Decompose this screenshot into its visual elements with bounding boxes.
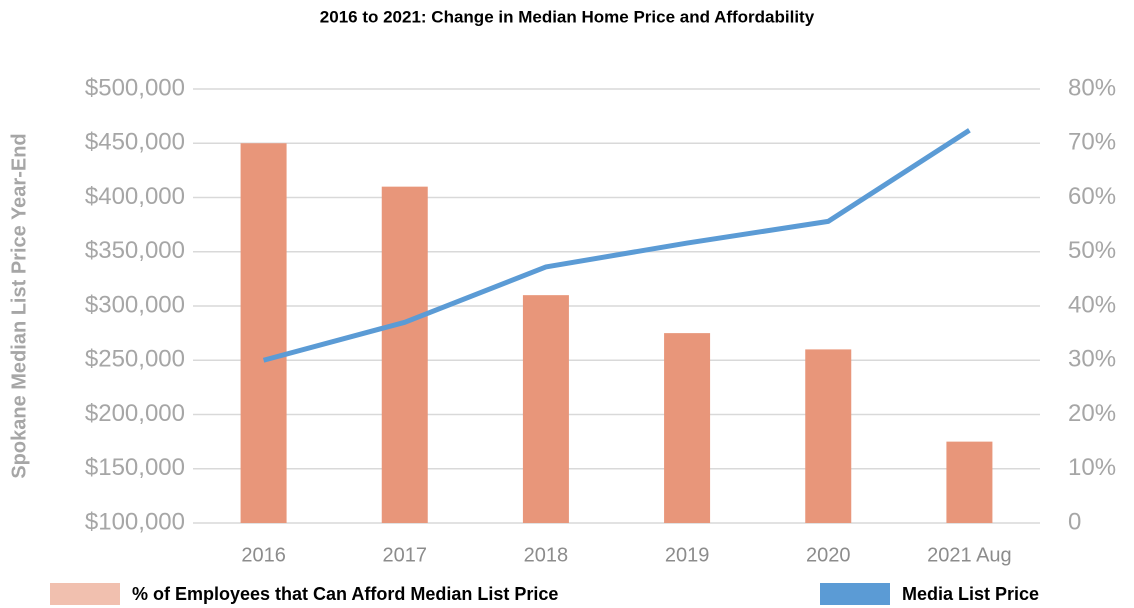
bar [522,295,569,523]
y2-tick-label: 10% [1068,454,1116,481]
y-tick-label: $450,000 [85,129,185,156]
y-tick-label: $400,000 [85,183,185,210]
y2-tick-label: 80% [1068,74,1116,101]
bar [664,333,711,523]
y2-tick-label: 70% [1068,129,1116,156]
x-tick-label: 2016 [241,544,286,566]
x-tick-label: 2018 [524,544,569,566]
y-tick-label: $250,000 [85,346,185,373]
y2-tick-label: 60% [1068,183,1116,210]
y2-tick-label: 50% [1068,237,1116,264]
y2-tick-label: 40% [1068,291,1116,318]
y-tick-label: $300,000 [85,291,185,318]
y-tick-label: $200,000 [85,400,185,427]
chart-title: 2016 to 2021: Change in Median Home Pric… [320,7,815,26]
legend-label: Media List Price [902,584,1039,604]
y-tick-label: $350,000 [85,237,185,264]
x-tick-label: 2020 [806,544,851,566]
line [262,128,971,363]
legend-swatch [50,583,120,605]
y2-tick-label: 0 [1068,508,1081,535]
y-tick-label: $100,000 [85,508,185,535]
x-tick-label: 2017 [383,544,428,566]
y-axis-label: Spokane Median List Price Year-End [8,133,30,478]
bar [946,441,993,523]
legend-label: % of Employees that Can Afford Median Li… [132,584,558,604]
bar [381,186,428,523]
bar [240,143,287,523]
y-tick-label: $500,000 [85,74,185,101]
x-tick-label: 2021 Aug [927,544,1012,566]
bar [805,349,852,523]
x-tick-label: 2019 [665,544,710,566]
y2-tick-label: 20% [1068,400,1116,427]
y-tick-label: $150,000 [85,454,185,481]
legend-swatch [820,583,890,605]
y2-tick-label: 30% [1068,346,1116,373]
